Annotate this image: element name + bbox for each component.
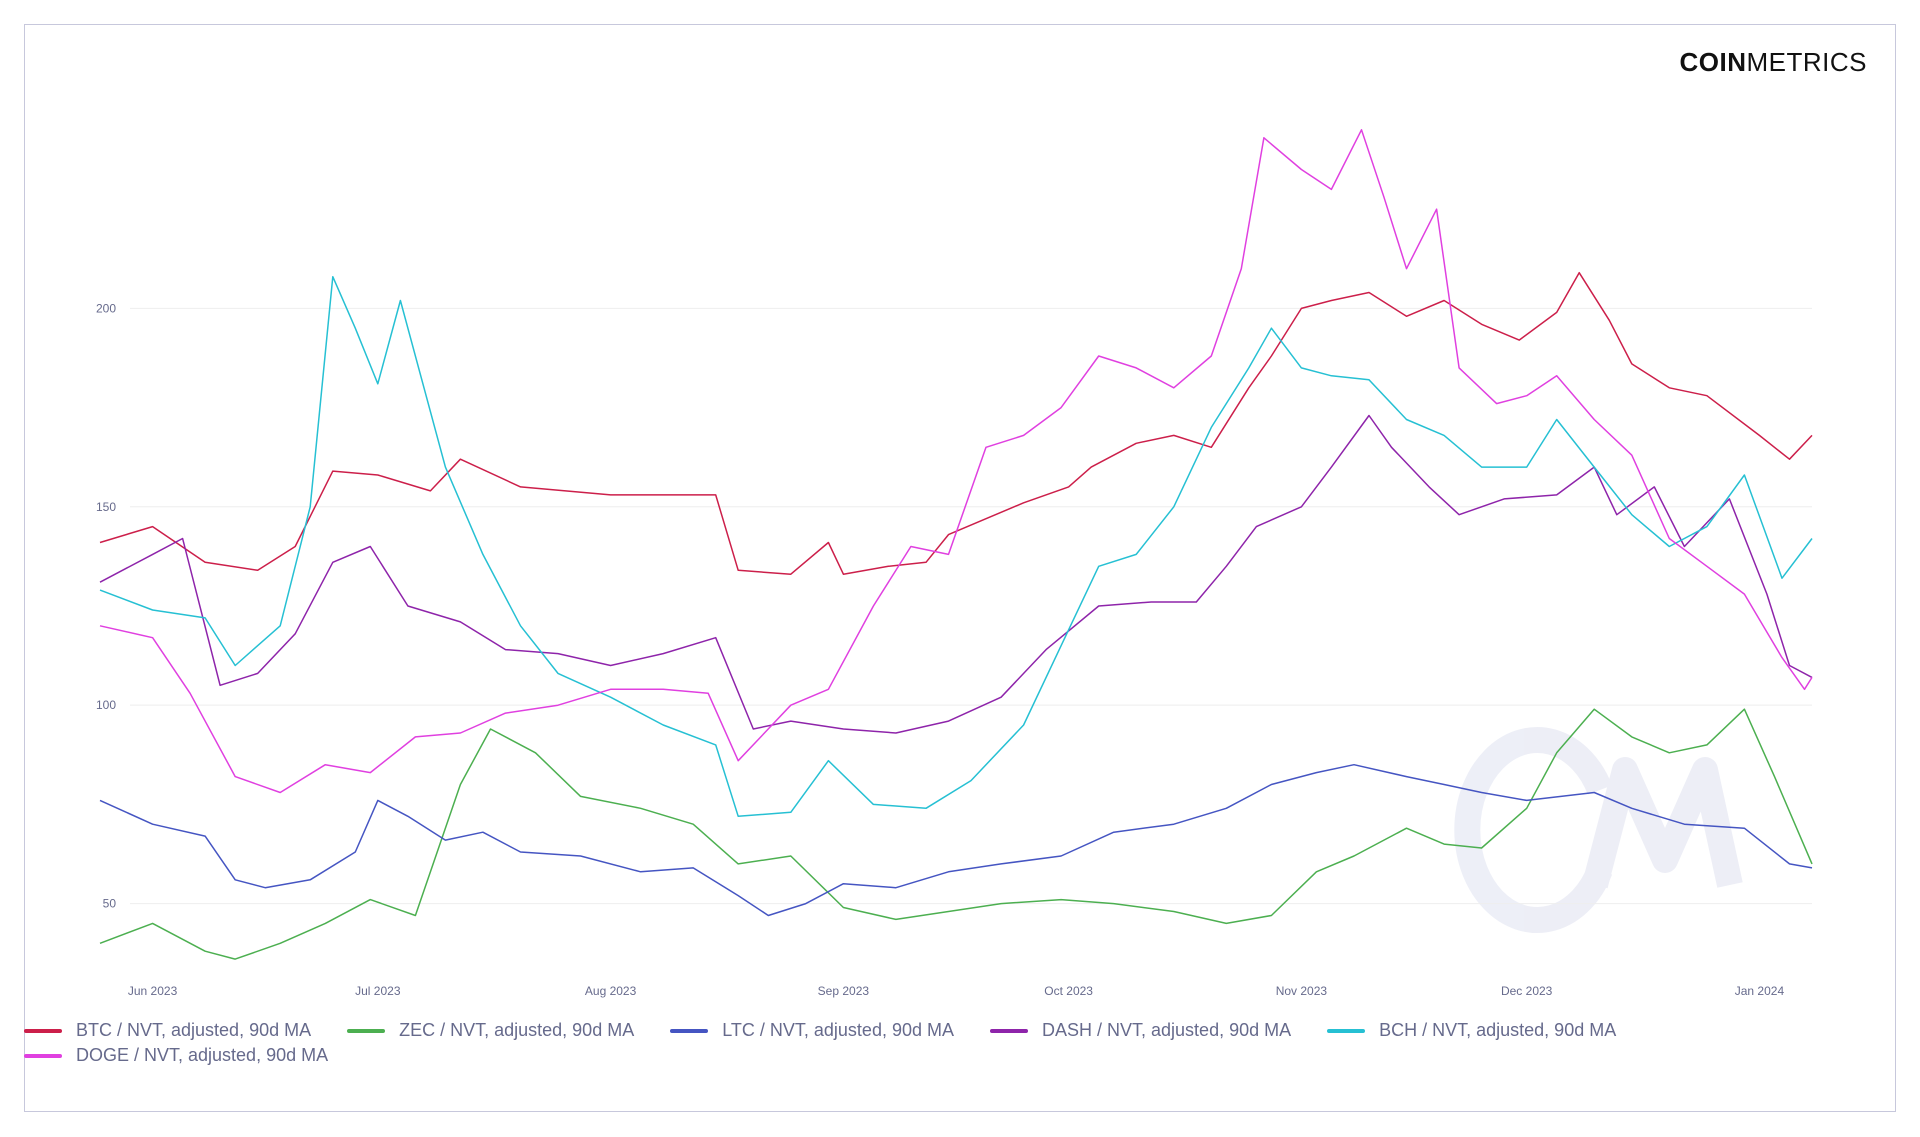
x-tick-label: Oct 2023 <box>1044 984 1093 998</box>
legend-swatch <box>670 1028 709 1033</box>
x-tick-label: Nov 2023 <box>1276 984 1328 998</box>
x-tick-label: Sep 2023 <box>818 984 870 998</box>
x-tick-label: Aug 2023 <box>585 984 637 998</box>
legend-item-bch[interactable]: BCH / NVT, adjusted, 90d MA <box>1327 1020 1616 1041</box>
series-line-dash <box>99 414 1813 734</box>
y-tick-label: 50 <box>103 897 117 911</box>
series-line-doge <box>99 129 1813 794</box>
legend-label: DASH / NVT, adjusted, 90d MA <box>1042 1020 1292 1040</box>
legend-swatch <box>990 1028 1028 1033</box>
legend-item-dash[interactable]: DASH / NVT, adjusted, 90d MA <box>990 1020 1291 1041</box>
y-tick-label: 150 <box>96 500 116 514</box>
brand-logo: COINMETRICS <box>1679 47 1867 77</box>
series-line-ltc <box>99 763 1813 917</box>
x-tick-label: Jun 2023 <box>128 984 178 998</box>
legend-item-doge[interactable]: DOGE / NVT, adjusted, 90d MA <box>24 1045 328 1066</box>
legend-item-btc[interactable]: BTC / NVT, adjusted, 90d MA <box>24 1020 311 1041</box>
legend-label: ZEC / NVT, adjusted, 90d MA <box>399 1020 635 1040</box>
legend-swatch <box>24 1053 62 1058</box>
legend-swatch <box>24 1028 62 1033</box>
legend-swatch <box>347 1028 386 1033</box>
legend-swatch <box>1327 1028 1366 1033</box>
legend-item-ltc[interactable]: LTC / NVT, adjusted, 90d MA <box>670 1020 954 1041</box>
legend-label: BTC / NVT, adjusted, 90d MA <box>76 1020 312 1040</box>
watermark-logo <box>1454 727 1743 933</box>
x-tick-label: Jan 2024 <box>1735 984 1785 998</box>
legend-item-zec[interactable]: ZEC / NVT, adjusted, 90d MA <box>347 1020 634 1041</box>
series-line-btc <box>99 271 1813 575</box>
y-tick-label: 100 <box>96 698 116 712</box>
chart-frame: COINMETRICS <box>24 24 1896 1112</box>
legend-label: BCH / NVT, adjusted, 90d MA <box>1379 1020 1617 1040</box>
chart-legend: BTC / NVT, adjusted, 90d MA ZEC / NVT, ad… <box>24 1020 1824 1066</box>
x-tick-label: Dec 2023 <box>1501 984 1553 998</box>
legend-label: LTC / NVT, adjusted, 90d MA <box>722 1020 954 1040</box>
y-tick-label: 200 <box>96 301 116 315</box>
series-line-zec <box>99 708 1813 960</box>
legend-label: DOGE / NVT, adjusted, 90d MA <box>76 1045 329 1065</box>
x-tick-label: Jul 2023 <box>355 984 401 998</box>
series-line-bch <box>99 275 1813 818</box>
